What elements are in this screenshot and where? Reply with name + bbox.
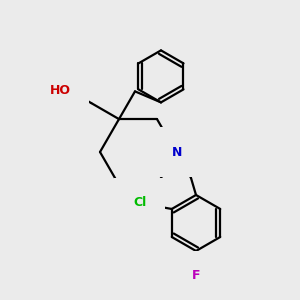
Text: F: F	[192, 269, 200, 283]
Text: Cl: Cl	[133, 196, 146, 209]
Text: N: N	[172, 146, 182, 158]
Text: HO: HO	[50, 84, 70, 97]
